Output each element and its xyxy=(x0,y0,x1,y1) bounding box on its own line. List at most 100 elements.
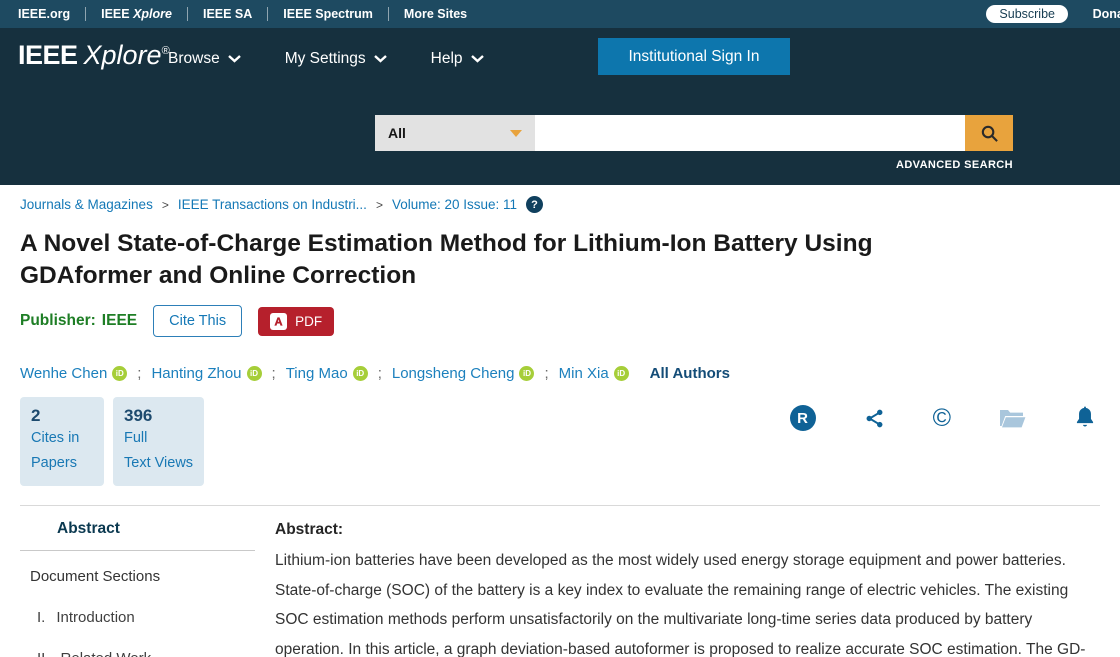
topbar-link-more-sites[interactable]: More Sites xyxy=(387,7,482,21)
metric-label-line: Text Views xyxy=(124,455,194,471)
topbar-link-ieee-org[interactable]: IEEE.org xyxy=(18,7,71,21)
author-separator: ; xyxy=(544,365,549,382)
breadcrumb-publication[interactable]: IEEE Transactions on Industri... xyxy=(177,197,367,212)
full-text-views-metric[interactable]: 396 Full Text Views xyxy=(113,397,205,486)
author-separator: ; xyxy=(271,365,276,382)
search-input[interactable] xyxy=(535,115,965,151)
author-link[interactable]: Ting Mao iD xyxy=(286,365,368,382)
share-icon xyxy=(866,409,883,427)
ieee-xplore-logo[interactable]: IEEE Xplore® xyxy=(18,40,170,71)
orcid-icon[interactable]: iD xyxy=(519,366,535,381)
metric-value: 2 xyxy=(31,406,41,425)
metrics-row: 2 Cites in Papers 396 Full Text Views xyxy=(20,397,1100,486)
orcid-icon[interactable]: iD xyxy=(613,366,629,381)
author-name: Hanting Zhou xyxy=(151,365,242,382)
section-numeral: I. xyxy=(37,609,46,626)
abstract-column: Abstract: Lithium-ion batteries have bee… xyxy=(275,506,1100,657)
breadcrumb-separator: > xyxy=(161,197,169,212)
search-button[interactable] xyxy=(965,115,1013,151)
nav-browse-label: Browse xyxy=(168,50,220,67)
author-separator: ; xyxy=(377,365,382,382)
chevron-down-icon xyxy=(470,55,484,63)
pdf-icon xyxy=(270,312,288,330)
topbar-link-ieee-spectrum[interactable]: IEEE Spectrum xyxy=(267,7,388,21)
author-name: Ting Mao xyxy=(285,365,348,382)
publisher-row: Publisher: IEEE Cite This PDF xyxy=(20,305,1100,337)
author-name: Wenhe Chen xyxy=(20,365,108,382)
author-link[interactable]: Min Xia iD xyxy=(559,365,629,382)
topbar-link-ieee-xplore[interactable]: IEEE Xplore xyxy=(85,7,187,21)
rights-button[interactable]: © xyxy=(932,403,951,432)
alerts-button[interactable] xyxy=(1074,406,1096,430)
breadcrumb: Journals & Magazines > IEEE Transactions… xyxy=(20,196,1100,213)
author-link[interactable]: Longsheng Cheng iD xyxy=(392,365,535,382)
sidebar-item-related-work[interactable]: II. Related Work xyxy=(20,626,255,657)
advanced-search-link[interactable]: ADVANCED SEARCH xyxy=(895,159,1013,171)
topbar-link-ieee-sa[interactable]: IEEE SA xyxy=(186,7,267,21)
sidebar-item-introduction[interactable]: I. Introduction xyxy=(20,585,255,626)
all-authors-link[interactable]: All Authors xyxy=(649,365,730,382)
author-name: Min Xia xyxy=(558,365,609,382)
nav-browse[interactable]: Browse xyxy=(168,50,241,68)
document-title: A Novel State-of-Charge Estimation Metho… xyxy=(20,230,873,289)
authors-row: Wenhe Chen iD ; Hanting Zhou iD ; Ting Mao… xyxy=(20,365,1100,382)
chevron-down-icon xyxy=(373,55,387,63)
logo-ieee-text: IEEE xyxy=(18,40,78,70)
section-numeral: II. xyxy=(37,650,50,657)
logo-registered-mark: ® xyxy=(161,45,170,57)
search-scope-value: All xyxy=(388,125,406,141)
publisher-name: IEEE xyxy=(101,312,138,329)
author-link[interactable]: Hanting Zhou iD xyxy=(151,365,262,382)
nav-my-settings[interactable]: My Settings xyxy=(285,50,387,68)
nav-my-settings-label: My Settings xyxy=(284,50,366,67)
cite-this-button[interactable]: Cite This xyxy=(153,305,243,337)
logo-xplore-text: Xplore xyxy=(83,40,162,70)
copyright-icon: © xyxy=(932,403,951,432)
orcid-icon[interactable]: iD xyxy=(352,366,368,381)
share-button[interactable] xyxy=(864,408,885,429)
masthead: IEEE Xplore® Browse My Settings Help Inst… xyxy=(0,28,1120,185)
metric-label-line: Papers xyxy=(31,455,77,471)
section-label: Introduction xyxy=(56,609,135,626)
metric-label-line: Cites in xyxy=(31,430,80,446)
cites-in-papers-metric[interactable]: 2 Cites in Papers xyxy=(20,397,104,486)
lower-section: Abstract Document Sections I. Introducti… xyxy=(20,506,1100,657)
nav-help[interactable]: Help xyxy=(431,50,484,68)
topbar-xplore-italic: Xplore xyxy=(133,7,172,21)
breadcrumb-journals-magazines[interactable]: Journals & Magazines xyxy=(20,197,153,212)
breadcrumb-volume-issue[interactable]: Volume: 20 Issue: 11 xyxy=(391,197,518,212)
nav-help-label: Help xyxy=(430,50,463,67)
metric-label-line: Full xyxy=(124,430,148,446)
subscribe-button[interactable]: Subscribe xyxy=(986,5,1068,23)
search-bar: All xyxy=(375,115,1013,151)
metric-value: 396 xyxy=(124,406,153,425)
bell-icon xyxy=(1076,406,1094,427)
section-label: Related Work xyxy=(61,650,152,657)
readcube-button[interactable]: R xyxy=(789,405,816,431)
pdf-button-label: PDF xyxy=(295,313,323,329)
save-to-project-button[interactable] xyxy=(999,407,1026,429)
document-actions: R © xyxy=(789,403,1096,432)
pdf-button[interactable]: PDF xyxy=(258,306,335,336)
sidebar-item-abstract[interactable]: Abstract xyxy=(20,506,255,551)
publisher-prefix: Publisher: xyxy=(20,312,96,329)
help-icon[interactable]: ? xyxy=(526,196,544,213)
orcid-icon[interactable]: iD xyxy=(246,366,262,381)
author-separator: ; xyxy=(137,365,142,382)
topbar-xplore-prefix: IEEE xyxy=(101,7,134,21)
institutional-sign-in-button[interactable]: Institutional Sign In xyxy=(598,38,790,75)
author-name: Longsheng Cheng xyxy=(391,365,515,382)
orcid-icon[interactable]: iD xyxy=(112,366,128,381)
sidebar-document-sections-label: Document Sections xyxy=(30,568,161,585)
dropdown-caret-icon xyxy=(510,129,522,137)
abstract-heading: Abstract: xyxy=(275,521,344,538)
section-divider xyxy=(20,505,1100,506)
donate-link[interactable]: Donate xyxy=(1092,7,1120,21)
search-scope-dropdown[interactable]: All xyxy=(375,115,535,151)
folder-icon xyxy=(1000,410,1026,428)
abstract-text: Lithium-ion batteries have been develope… xyxy=(275,552,1086,657)
main-content: Journals & Magazines > IEEE Transactions… xyxy=(0,196,1120,657)
author-link[interactable]: Wenhe Chen iD xyxy=(20,365,128,382)
publisher-label: Publisher: IEEE xyxy=(20,312,137,330)
